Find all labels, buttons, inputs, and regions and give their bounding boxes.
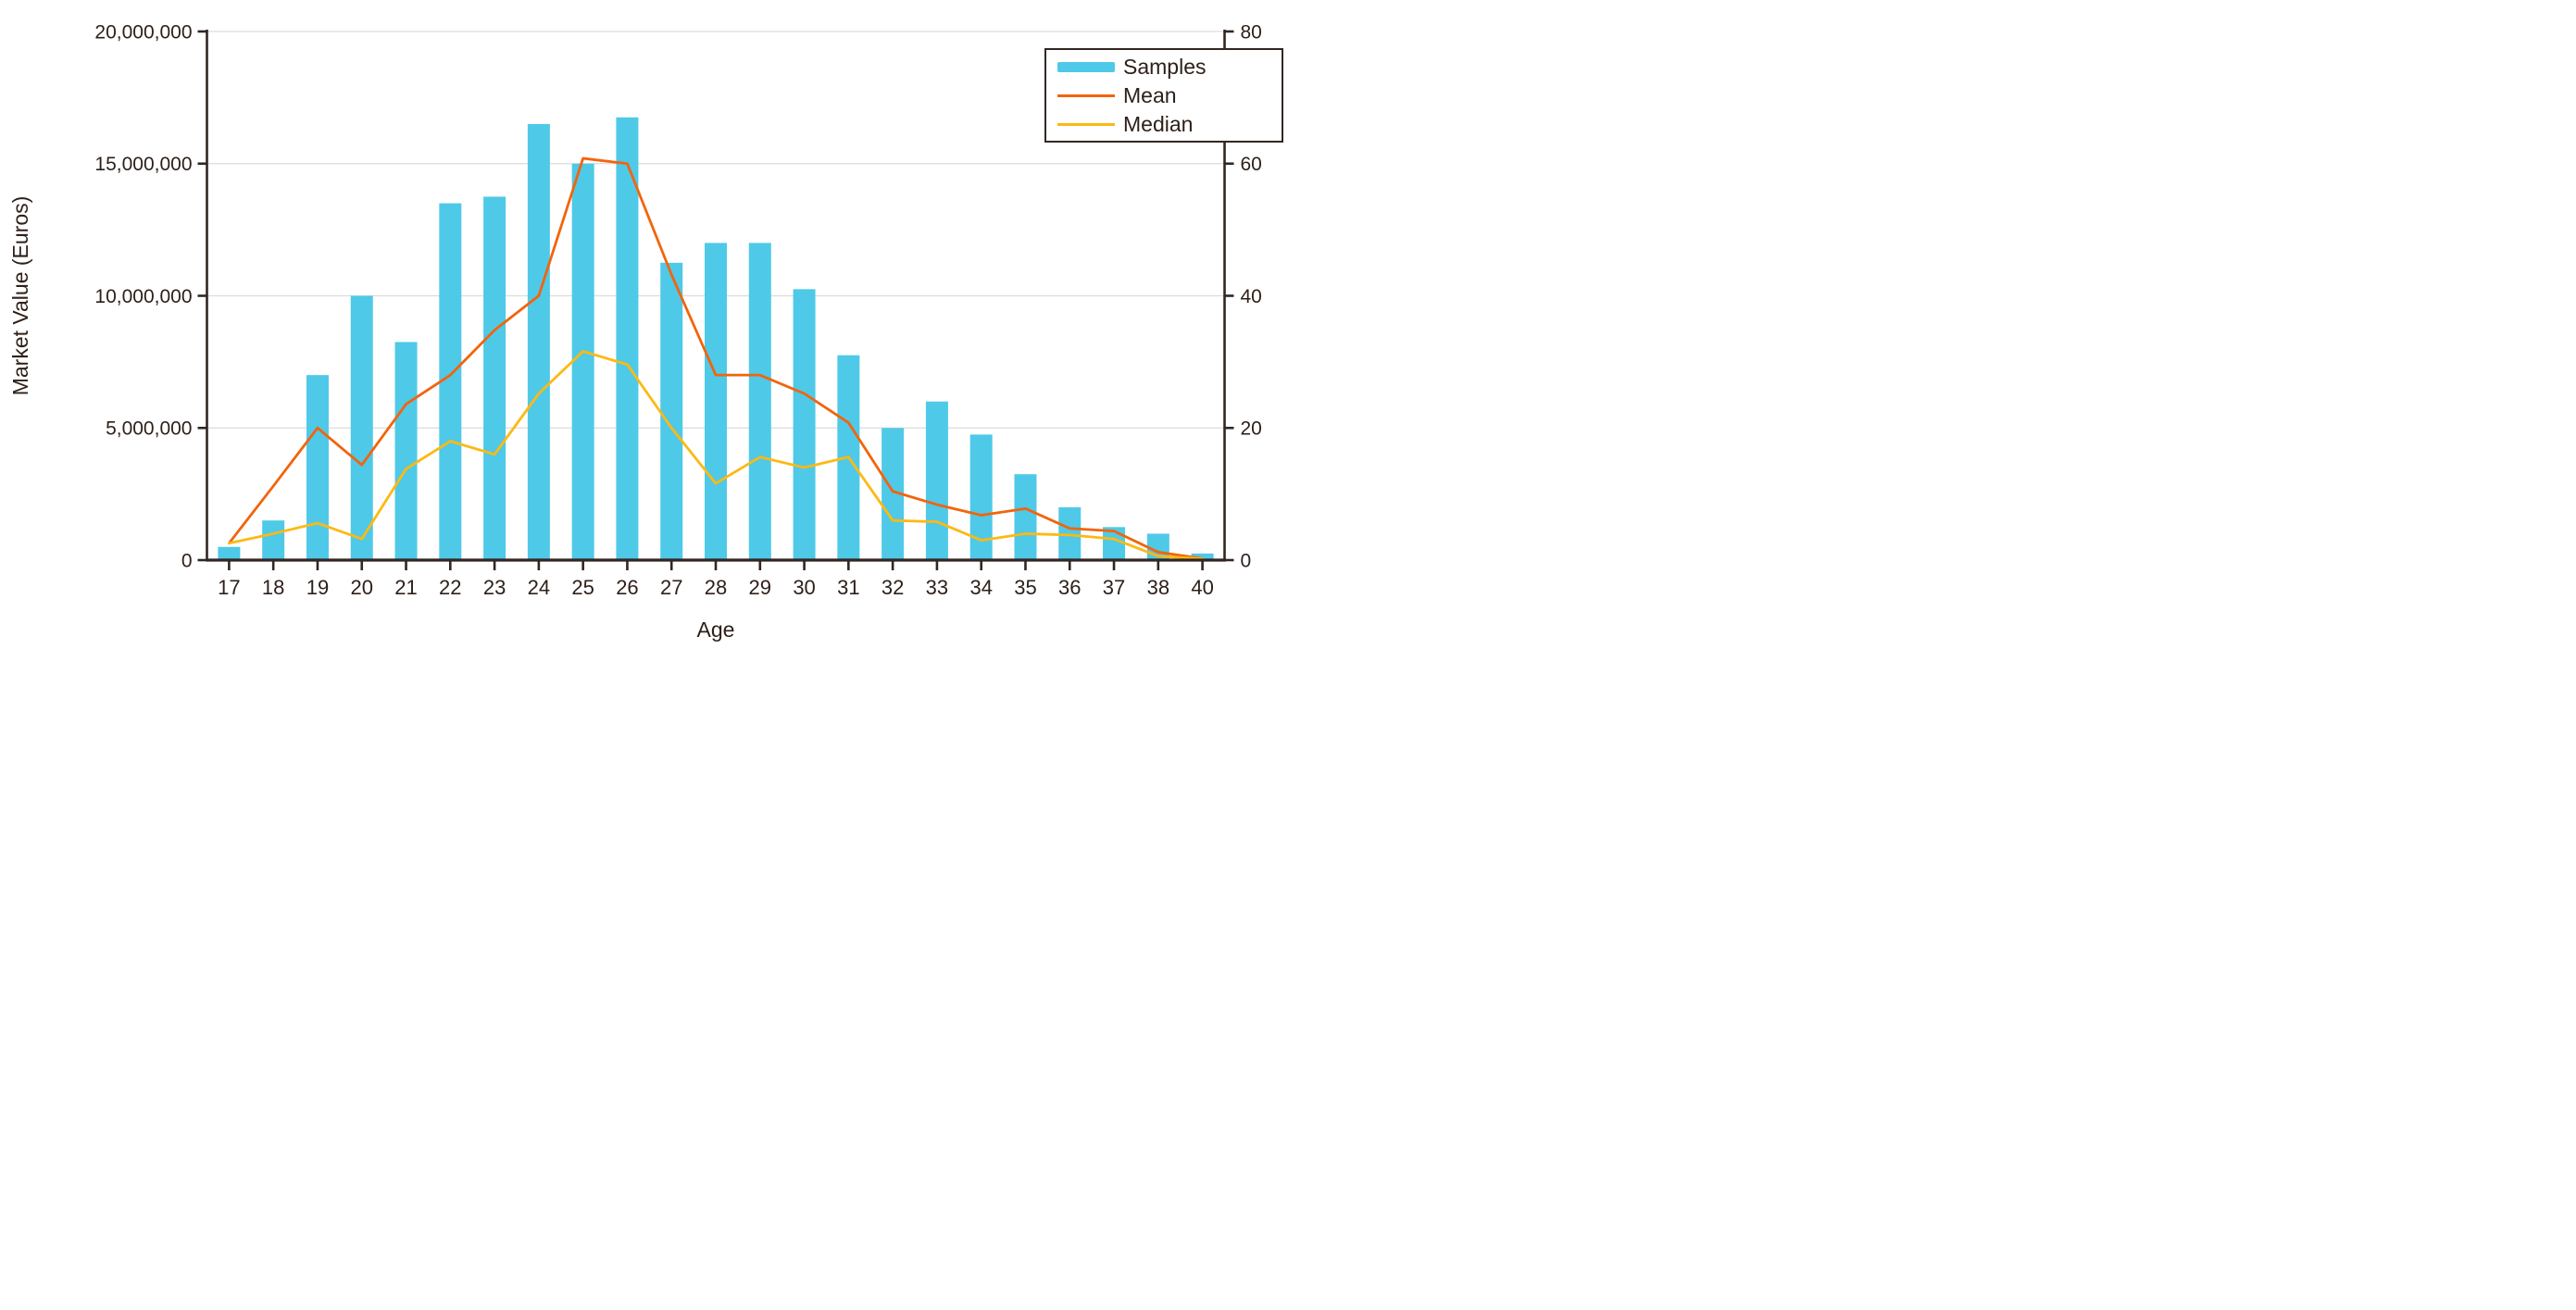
legend-item-mean: Mean bbox=[1046, 81, 1282, 109]
left-axis-tick-label: 0 bbox=[181, 550, 193, 571]
samples-bar-age-30 bbox=[793, 289, 816, 560]
x-axis-tick-label: 19 bbox=[306, 576, 329, 599]
x-axis-title: Age bbox=[697, 618, 735, 642]
samples-bar-age-17 bbox=[218, 546, 241, 560]
x-axis-tick-label: 29 bbox=[749, 576, 771, 599]
right-axis-tick-label: 60 bbox=[1241, 154, 1262, 175]
right-axis-tick-label: 40 bbox=[1241, 286, 1262, 307]
x-axis-tick-label: 32 bbox=[882, 576, 904, 599]
x-axis-tick-label: 27 bbox=[660, 576, 682, 599]
x-axis-tick-label: 31 bbox=[837, 576, 859, 599]
left-axis-tick-label: 15,000,000 bbox=[94, 154, 192, 175]
legend-item-samples: Samples bbox=[1046, 53, 1282, 81]
y-axis-title: Market Value (Euros) bbox=[8, 196, 32, 396]
x-axis-tick-label: 17 bbox=[218, 576, 240, 599]
median-line bbox=[227, 350, 1205, 560]
samples-bar-age-33 bbox=[925, 401, 948, 560]
left-axis-tick-label: 10,000,000 bbox=[94, 286, 192, 307]
x-axis-tick-label: 34 bbox=[969, 576, 992, 599]
samples-bar-age-25 bbox=[571, 163, 594, 560]
right-axis-tick-label: 80 bbox=[1241, 21, 1262, 43]
right-axis-tick-label: 20 bbox=[1241, 418, 1262, 440]
x-axis-tick-label: 38 bbox=[1147, 576, 1169, 599]
samples-bar-age-19 bbox=[306, 375, 329, 560]
left-axis-tick-label: 5,000,000 bbox=[106, 418, 192, 440]
legend-item-median: Median bbox=[1046, 110, 1282, 138]
samples-bar-age-22 bbox=[439, 203, 462, 560]
median-line-swatch-icon bbox=[1057, 122, 1115, 126]
samples-bar-swatch-icon bbox=[1057, 61, 1115, 72]
samples-bar-age-40 bbox=[1191, 553, 1214, 560]
left-axis-tick-label: 20,000,000 bbox=[94, 21, 192, 43]
x-axis-tick-label: 25 bbox=[571, 576, 594, 599]
x-axis-tick-label: 22 bbox=[439, 576, 461, 599]
chart-legend: Samples Mean Median bbox=[1044, 48, 1283, 143]
x-axis-tick-label: 35 bbox=[1014, 576, 1036, 599]
chart-canvas: 0 5,000,000 10,000,000 15,000,000 20,000,000… bbox=[8, 21, 1262, 642]
x-axis-tick-label: 18 bbox=[262, 576, 284, 599]
legend-label-mean: Mean bbox=[1123, 82, 1177, 107]
x-axis-tick-label: 40 bbox=[1191, 576, 1213, 599]
x-axis-tick-label: 24 bbox=[528, 576, 550, 599]
samples-bar-age-26 bbox=[616, 117, 639, 560]
right-axis-tick-label: 0 bbox=[1241, 550, 1252, 571]
x-axis-tick-label: 23 bbox=[483, 576, 506, 599]
samples-bar-age-27 bbox=[660, 262, 683, 560]
legend-label-samples: Samples bbox=[1123, 54, 1207, 79]
samples-bar-age-35 bbox=[1014, 474, 1037, 560]
x-axis-tick-label: 20 bbox=[350, 576, 372, 599]
x-axis-tick-label: 37 bbox=[1103, 576, 1125, 599]
samples-bar-age-37 bbox=[1103, 527, 1126, 560]
market-value-chart: 0 5,000,000 10,000,000 15,000,000 20,000,000… bbox=[0, 0, 1288, 655]
samples-bar-age-20 bbox=[350, 295, 373, 560]
legend-label-median: Median bbox=[1123, 111, 1194, 136]
x-axis-tick-label: 36 bbox=[1058, 576, 1081, 599]
x-axis-tick-label: 28 bbox=[705, 576, 727, 599]
samples-bar-age-23 bbox=[483, 196, 506, 560]
x-axis-tick-label: 21 bbox=[394, 576, 417, 599]
samples-bar-age-29 bbox=[748, 243, 771, 560]
x-axis-tick-label: 30 bbox=[793, 576, 815, 599]
x-axis-tick-label: 33 bbox=[926, 576, 948, 599]
samples-bar-age-18 bbox=[262, 520, 285, 560]
x-axis-tick-label: 26 bbox=[616, 576, 638, 599]
samples-bar-age-28 bbox=[705, 243, 727, 560]
samples-bar-age-24 bbox=[527, 123, 550, 561]
mean-line bbox=[227, 156, 1205, 560]
samples-bar-age-21 bbox=[394, 342, 418, 560]
mean-line-swatch-icon bbox=[1057, 94, 1115, 97]
